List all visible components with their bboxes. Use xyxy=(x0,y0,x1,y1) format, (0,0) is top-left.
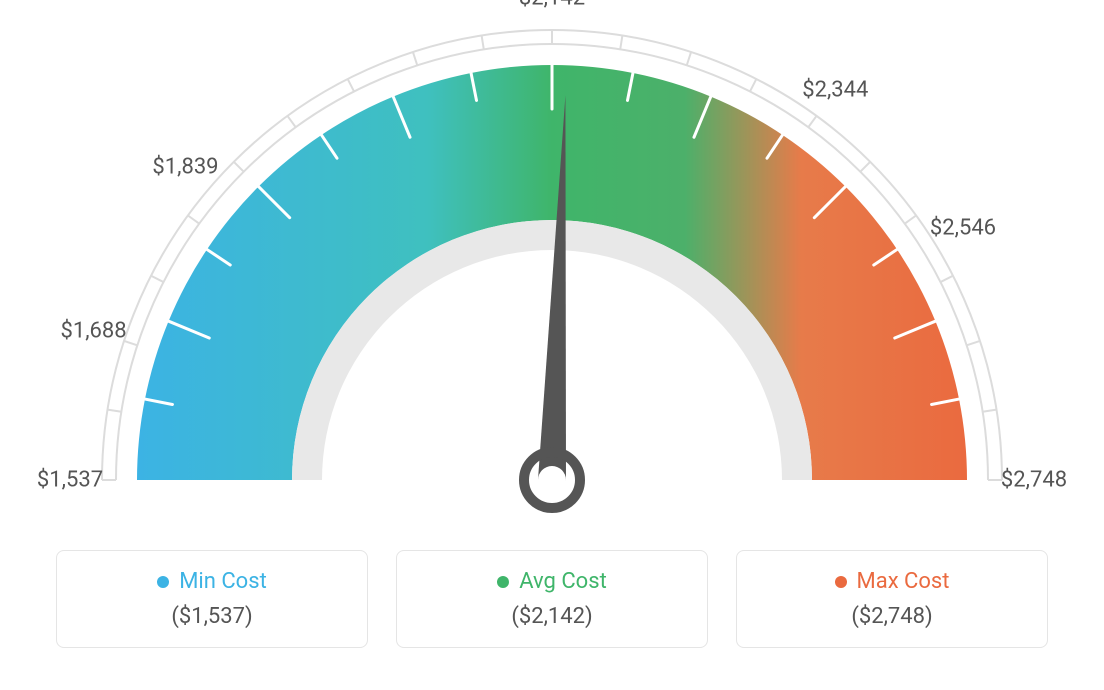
legend-row: Min Cost ($1,537) Avg Cost ($2,142) Max Cost… xyxy=(56,550,1048,648)
legend-card: Max Cost ($2,748) xyxy=(736,550,1048,648)
legend-label-row: Max Cost xyxy=(835,569,950,594)
gauge-area: $1,537$1,688$1,839$2,142$2,344$2,546$2,7… xyxy=(40,20,1064,540)
gauge-chart-container: $1,537 $1,688 $1,839 $2,142 $2,344 $2,546 $2,7… xyxy=(0,0,1104,690)
legend-label: Max Cost xyxy=(857,569,950,594)
legend-dot-icon xyxy=(497,576,509,588)
legend-label-row: Avg Cost xyxy=(497,569,607,594)
gauge-svg xyxy=(40,20,1064,540)
gauge-tick-label: $1,537 xyxy=(37,468,103,493)
legend-label: Avg Cost xyxy=(519,569,607,594)
legend-label-row: Min Cost xyxy=(157,569,267,594)
gauge-tick-label: $2,344 xyxy=(802,78,868,103)
legend-dot-icon xyxy=(835,576,847,588)
legend-card: Avg Cost ($2,142) xyxy=(396,550,708,648)
gauge-tick-label: $1,839 xyxy=(152,154,218,179)
gauge-tick-label: $1,688 xyxy=(61,319,127,344)
gauge-tick-label: $2,748 xyxy=(1001,468,1067,493)
legend-value: ($2,748) xyxy=(851,604,932,629)
gauge-tick-label: $2,142 xyxy=(519,0,585,11)
legend-value: ($1,537) xyxy=(171,604,252,629)
legend-dot-icon xyxy=(157,576,169,588)
legend-value: ($2,142) xyxy=(511,604,592,629)
gauge-tick-label: $2,546 xyxy=(930,216,996,241)
legend-label: Min Cost xyxy=(179,569,267,594)
legend-card: Min Cost ($1,537) xyxy=(56,550,368,648)
